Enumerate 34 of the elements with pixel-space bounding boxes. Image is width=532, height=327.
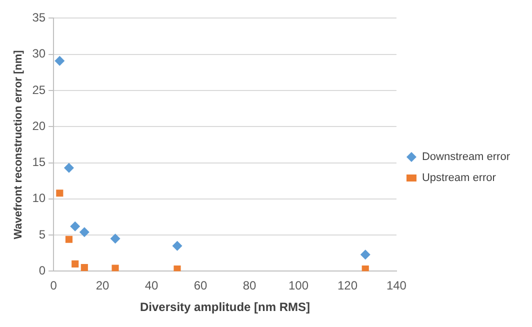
x-tick-label: 40 <box>144 278 159 293</box>
y-tick-label: 0 <box>38 264 46 278</box>
point <box>174 265 181 272</box>
legend-label: Upstream error <box>422 172 496 184</box>
x-axis-title: Diversity amplitude [nm RMS] <box>140 300 310 314</box>
y-tick-label: 5 <box>38 227 46 242</box>
point <box>65 236 73 243</box>
y-tick-label: 30 <box>32 46 46 61</box>
point <box>54 56 65 66</box>
point <box>172 240 182 251</box>
x-tick-label: 80 <box>242 278 256 293</box>
y-tick-label: 10 <box>32 191 46 206</box>
y-tick-label: 35 <box>32 10 46 25</box>
point <box>110 234 120 244</box>
point <box>72 260 79 268</box>
y-tick-label: 15 <box>32 155 46 170</box>
legend-label: Downstream error <box>422 151 510 164</box>
y-tick-label: 25 <box>32 82 46 97</box>
x-tick-label: 20 <box>96 278 110 293</box>
x-tick-label: 100 <box>288 278 309 293</box>
y-tick-label: 20 <box>32 118 46 133</box>
point <box>362 265 369 272</box>
point <box>64 162 74 173</box>
point <box>56 190 64 197</box>
point <box>112 264 119 272</box>
x-tick-label: 60 <box>194 278 208 293</box>
point <box>360 250 370 260</box>
x-tick-label: 120 <box>337 278 358 293</box>
point <box>70 221 80 232</box>
point <box>79 227 90 238</box>
x-tick-label: 0 <box>50 278 58 293</box>
x-tick-label: 140 <box>386 278 407 293</box>
y-axis-title: Wavefront reconstruction error [nm] <box>12 50 25 240</box>
point <box>80 264 88 272</box>
